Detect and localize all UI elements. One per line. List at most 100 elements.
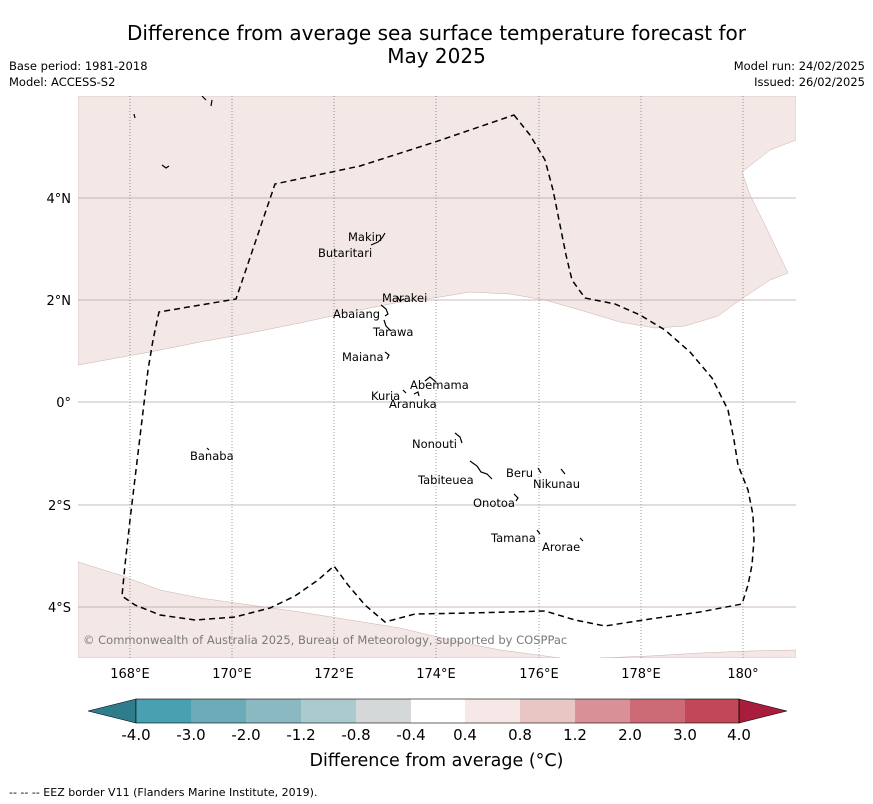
northern-islet-b [210, 99, 213, 107]
warm-anomaly-south [78, 561, 561, 658]
issued-date: Issued: 26/02/2025 [754, 75, 865, 89]
label-nonouti: Nonouti [412, 437, 457, 451]
lat-tick-2s: 2°S [48, 499, 71, 514]
cb-label-2: -2.0 [231, 726, 260, 744]
cb-label-4: -0.8 [341, 726, 370, 744]
lat-tick-4s: 4°S [48, 601, 71, 616]
tabiteuea-outline [469, 460, 493, 480]
island-outlines [133, 96, 584, 542]
tarawa-outline [383, 319, 392, 332]
island-labels: Makin Butaritari Marakei Abaiang Tarawa … [190, 230, 580, 554]
cb-label-9: 2.0 [618, 726, 642, 744]
lon-tick-172e: 172°E [314, 667, 354, 682]
butaritari-outline [370, 232, 386, 246]
cb-label-5: -0.4 [396, 726, 425, 744]
colorbar-frame [135, 698, 740, 724]
lon-tick-174e: 174°E [416, 667, 456, 682]
lat-tick-0: 0° [56, 396, 71, 411]
colorbar-segment-10 [630, 699, 685, 723]
colorbar-max-arrow [738, 698, 788, 724]
cb-label-8: 1.2 [563, 726, 587, 744]
label-abemama: Abemama [410, 378, 469, 392]
colorbar-title: Difference from average (°C) [309, 751, 564, 771]
latitude-tick-labels: 4°N 2°N 0° 2°S 4°S [47, 192, 72, 616]
longitude-gridlines [129, 96, 744, 658]
colorbar-min-arrow [87, 698, 137, 724]
lon-tick-178e: 178°E [621, 667, 661, 682]
longitude-tick-labels: 168°E 170°E 172°E 174°E 176°E 178°E 180° [110, 667, 758, 682]
colorbar-segment-11 [685, 699, 739, 723]
colorbar-segment-4 [301, 699, 356, 723]
northern-islet-d [161, 164, 170, 169]
lon-tick-170e: 170°E [212, 667, 252, 682]
colorbar-segment-9 [575, 699, 630, 723]
label-banaba: Banaba [190, 449, 234, 463]
map-area: Makin Butaritari Marakei Abaiang Tarawa … [78, 96, 796, 658]
colorbar-segment-2 [191, 699, 246, 723]
copyright-notice: © Commonwealth of Australia 2025, Bureau… [83, 633, 567, 647]
abemama-outline [424, 376, 437, 383]
tamana-outline [536, 529, 541, 535]
label-onotoa: Onotoa [473, 496, 515, 510]
title-line-1: Difference from average sea surface temp… [126, 21, 746, 45]
onotoa-outline [513, 493, 519, 502]
title-line-2: May 2025 [387, 44, 486, 68]
colorbar-tick-labels: -4.0 -3.0 -2.0 -1.2 -0.8 -0.4 0.4 0.8 1.… [121, 726, 751, 744]
eez-border [121, 114, 755, 627]
label-abaiang: Abaiang [333, 307, 380, 321]
label-makin: Makin [348, 230, 382, 244]
colorbar: -4.0 -3.0 -2.0 -1.2 -0.8 -0.4 0.4 0.8 1.… [87, 698, 788, 744]
lat-tick-2n: 2°N [47, 294, 72, 309]
label-maiana: Maiana [342, 350, 384, 364]
colorbar-segment-3 [246, 699, 301, 723]
arorae-outline [579, 537, 584, 542]
colorbar-segment-8 [520, 699, 575, 723]
colorbar-segment-6 [411, 699, 465, 723]
eez-legend-note: -- -- -- EEZ border V11 (Flanders Marine… [9, 786, 318, 799]
base-period: Base period: 1981-2018 [9, 59, 148, 73]
cb-label-1: -3.0 [176, 726, 205, 744]
meta-left: Base period: 1981-2018 Model: ACCESS-S2 [9, 58, 148, 90]
northern-islet-c [133, 113, 136, 119]
lon-tick-180: 180° [727, 667, 758, 682]
marakei-outline [396, 295, 405, 302]
nikunau-outline [560, 468, 566, 475]
cb-label-3: -1.2 [286, 726, 315, 744]
lon-tick-176e: 176°E [519, 667, 559, 682]
label-marakei: Marakei [382, 291, 427, 305]
label-butaritari: Butaritari [318, 246, 372, 260]
beru-outline [537, 467, 542, 474]
label-tarawa: Tarawa [372, 325, 413, 339]
colorbar-segment-1 [136, 699, 191, 723]
label-tabiteuea: Tabiteuea [417, 473, 474, 487]
map-title: Difference from average sea surface temp… [0, 22, 873, 68]
label-beru: Beru [506, 466, 533, 480]
kuria-outline [402, 389, 407, 394]
cb-label-0: -4.0 [121, 726, 150, 744]
cb-label-11: 4.0 [727, 726, 751, 744]
label-tamana: Tamana [490, 531, 536, 545]
label-arorae: Arorae [542, 540, 580, 554]
lat-tick-4n: 4°N [47, 192, 72, 207]
model-name: Model: ACCESS-S2 [9, 75, 116, 89]
meta-right: Model run: 24/02/2025 Issued: 26/02/2025 [734, 58, 865, 90]
northern-islet-a [201, 96, 207, 101]
cb-label-10: 3.0 [673, 726, 697, 744]
cb-label-6: 0.4 [453, 726, 477, 744]
colorbar-segment-5 [356, 699, 411, 723]
banaba-outline [206, 447, 210, 451]
label-aranuka: Aranuka [389, 397, 437, 411]
latitude-gridlines [78, 197, 796, 608]
abaiang-outline [380, 304, 389, 317]
maiana-outline [384, 351, 390, 360]
cb-label-7: 0.8 [508, 726, 532, 744]
colorbar-segment-7 [465, 699, 520, 723]
nonouti-outline [454, 432, 463, 444]
aranuka-outline [413, 391, 420, 397]
label-kuria: Kuria [371, 389, 400, 403]
lon-tick-168e: 168°E [110, 667, 150, 682]
warm-anomaly-southeast [599, 649, 796, 658]
warm-anomaly-north [78, 96, 796, 366]
model-run: Model run: 24/02/2025 [733, 59, 865, 73]
